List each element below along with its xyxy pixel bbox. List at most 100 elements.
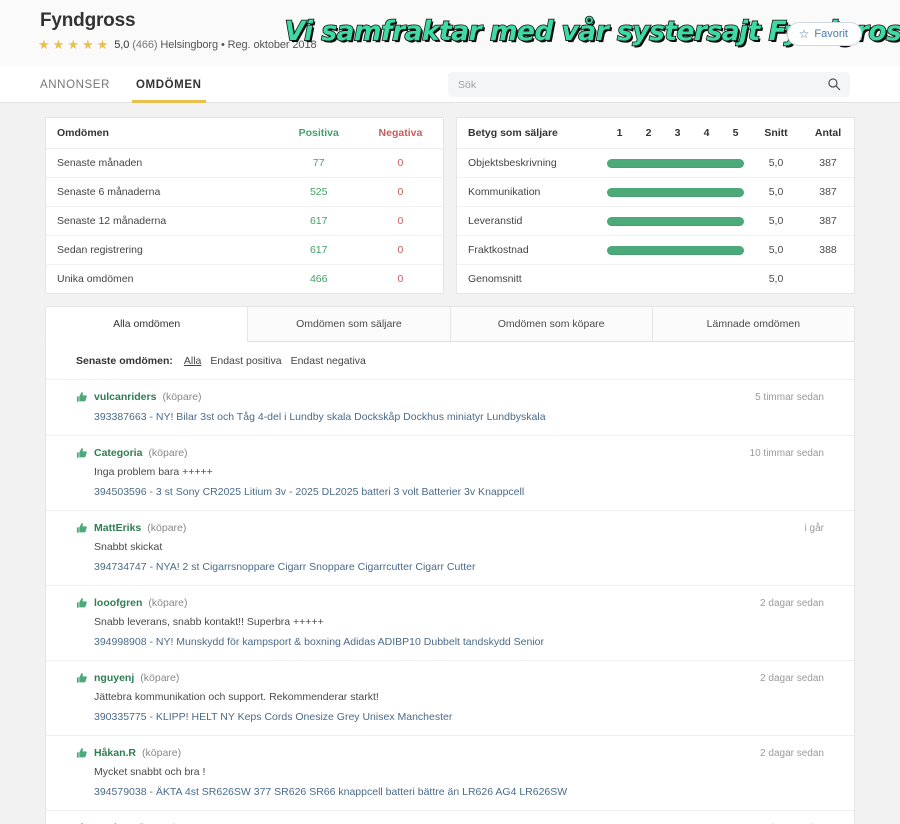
shop-header: Fyndgross ★ ★ ★ ★ ★ 5,0 (466) Helsingborg • … (0, 0, 900, 66)
rating-bar-cell (605, 177, 750, 207)
rating-bar-track (607, 216, 744, 226)
table-row: Objektsbeskrivning 5,0 387 (457, 148, 854, 178)
review-item-link[interactable]: 394734747 - NYA! 2 st Cigarrsnoppare Cig… (94, 561, 476, 573)
col-omdomen: Omdömen (46, 118, 280, 149)
review-item: looofgren (köpare) 2 dagar sedan Snabb leve… (46, 586, 854, 661)
review-item-link[interactable]: 393387663 - NY! Bilar 3st och Tåg 4-del … (94, 411, 546, 423)
table-header-row: Betyg som säljare 1 2 3 4 5 Snitt Antal (457, 118, 854, 149)
table-row: Sedan registrering 617 0 (46, 235, 443, 265)
review-tab-0[interactable]: Alla omdömen (45, 306, 249, 342)
thumbs-up-icon (76, 392, 87, 402)
page-title: Fyndgross (40, 10, 136, 31)
col-scale-1: 1 (605, 118, 634, 149)
table-row: Senaste 6 månaderna 525 0 (46, 177, 443, 207)
star-rating: ★ ★ ★ ★ ★ (38, 38, 108, 51)
review-comment: Inga problem bara +++++ (94, 466, 213, 478)
star-icon: ★ (67, 37, 79, 52)
rating-bar-fill (607, 187, 744, 197)
favorite-button[interactable]: ☆ Favorit (786, 22, 862, 46)
reviews-summary-card: Omdömen Positiva Negativa Senaste månade… (45, 117, 444, 294)
tab-omdomen[interactable]: OMDÖMEN (131, 66, 206, 103)
rating-label: Fraktkostnad (457, 235, 605, 265)
row-label: Senaste 12 månaderna (46, 206, 280, 236)
review-comment: Mycket snabbt och bra ! (94, 766, 206, 778)
rating-value: 5,0 (114, 38, 130, 51)
review-item: Håkan.R (köpare) 2 dagar sedan Mycket snabb… (46, 736, 854, 811)
thumbs-up-icon (76, 673, 87, 683)
statistics-section: Omdömen Positiva Negativa Senaste månade… (0, 103, 900, 294)
review-item: Categoria (köpare) 10 timmar sedan Inga pro… (46, 436, 854, 511)
review-username[interactable]: Anci-63 (94, 822, 132, 824)
row-negative: 0 (357, 235, 443, 265)
review-tab-3[interactable]: Lämnade omdömen (651, 306, 855, 342)
review-header: nguyenj (köpare) (76, 672, 824, 684)
reviews-summary-table: Omdömen Positiva Negativa Senaste månade… (46, 118, 443, 293)
review-item-link[interactable]: 394503596 - 3 st Sony CR2025 Litium 3v -… (94, 486, 525, 498)
table-row: Unika omdömen 466 0 (46, 265, 443, 294)
review-tab-2[interactable]: Omdömen som köpare (449, 306, 653, 342)
review-comment: Snabbt skickat (94, 541, 163, 553)
rating-snitt: 5,0 (750, 177, 802, 207)
review-filter-tabs: Alla omdömen Omdömen som säljare Omdömen s… (45, 306, 855, 342)
seller-ratings-card: Betyg som säljare 1 2 3 4 5 Snitt Antal … (456, 117, 855, 294)
filter-option-1[interactable]: Endast positiva (210, 355, 282, 367)
rating-bar-track (607, 187, 744, 197)
filter-label: Senaste omdömen: (76, 355, 173, 367)
shop-meta-text: 5,0 (466) Helsingborg • Reg. oktober 201… (114, 39, 316, 51)
review-username[interactable]: Håkan.R (94, 747, 137, 759)
review-username[interactable]: vulcanriders (94, 391, 157, 403)
rating-count: (466) (132, 38, 158, 51)
review-header: vulcanriders (köpare) (76, 391, 824, 403)
col-scale-4: 4 (692, 118, 721, 149)
table-row: Kommunikation 5,0 387 (457, 177, 854, 207)
shop-meta-row: ★ ★ ★ ★ ★ 5,0 (466) Helsingborg • Reg. oktob… (38, 15, 900, 51)
location-meta: Helsingborg • Reg. oktober 2018 (160, 38, 317, 51)
filter-option-0[interactable]: Alla (183, 355, 202, 367)
rating-bar-track (607, 158, 744, 168)
thumbs-up-icon (76, 523, 87, 533)
average-spacer (605, 265, 750, 294)
rating-label: Kommunikation (457, 177, 605, 207)
row-label: Sedan registrering (46, 235, 280, 265)
filter-option-2[interactable]: Endast negativa (290, 355, 366, 367)
rating-bar-fill (607, 216, 744, 226)
rating-label: Objektsbeskrivning (457, 148, 605, 178)
review-list: vulcanriders (köpare) 5 timmar sedan 393387… (46, 380, 854, 824)
row-negative: 0 (357, 177, 443, 207)
review-timestamp: 2 dagar sedan (760, 673, 824, 684)
col-scale-3: 3 (663, 118, 692, 149)
review-item-link[interactable]: 394998908 - NY! Munskydd för kampsport &… (94, 636, 545, 648)
review-role: (köpare) (140, 672, 180, 684)
review-username[interactable]: Categoria (94, 447, 143, 459)
review-item: MattEriks (köpare) i går Snabbt skickat 3947… (46, 511, 854, 586)
row-label: Senaste månaden (46, 148, 280, 178)
rating-bar-track (607, 245, 744, 255)
col-betyg-som-saljare: Betyg som säljare (457, 118, 605, 149)
review-username[interactable]: looofgren (94, 597, 143, 609)
rating-snitt: 5,0 (750, 206, 802, 236)
review-item-link[interactable]: 394579038 - ÄKTA 4st SR626SW 377 SR626 S… (94, 786, 568, 798)
review-header: MattEriks (köpare) (76, 522, 824, 534)
average-value: 5,0 (768, 273, 784, 285)
review-item: vulcanriders (köpare) 5 timmar sedan 393387… (46, 380, 854, 436)
rating-bar-fill (607, 245, 744, 255)
review-comment: Snabb leverans, snabb kontakt!! Superbra… (94, 616, 324, 628)
review-role: (köpare) (138, 822, 177, 824)
review-username[interactable]: nguyenj (94, 672, 135, 684)
reviews-panel: Senaste omdömen: Alla Endast positiva Enda… (45, 342, 855, 824)
review-tab-1[interactable]: Omdömen som säljare (247, 306, 451, 342)
rating-antal: 387 (802, 148, 854, 178)
rating-bar-cell (605, 235, 750, 265)
seller-ratings-body: Objektsbeskrivning 5,0 387 Kommunikation 5,0… (457, 148, 854, 294)
review-timestamp: 5 timmar sedan (755, 392, 824, 403)
table-row-average: Genomsnitt 5,0 (457, 265, 854, 294)
review-item-link[interactable]: 390335775 - KLIPP! HELT NY Keps Cords On… (94, 711, 453, 723)
favorite-button-label: Favorit (814, 28, 848, 40)
rating-snitt: 5,0 (750, 148, 802, 178)
tab-annonser[interactable]: ANNONSER (40, 78, 110, 91)
search-input[interactable] (448, 72, 850, 97)
review-username[interactable]: MattEriks (94, 522, 142, 534)
rating-antal: 387 (802, 206, 854, 236)
average-label: Genomsnitt (468, 273, 522, 285)
review-comment: Jättebra kommunikation och support. Reko… (94, 691, 379, 703)
